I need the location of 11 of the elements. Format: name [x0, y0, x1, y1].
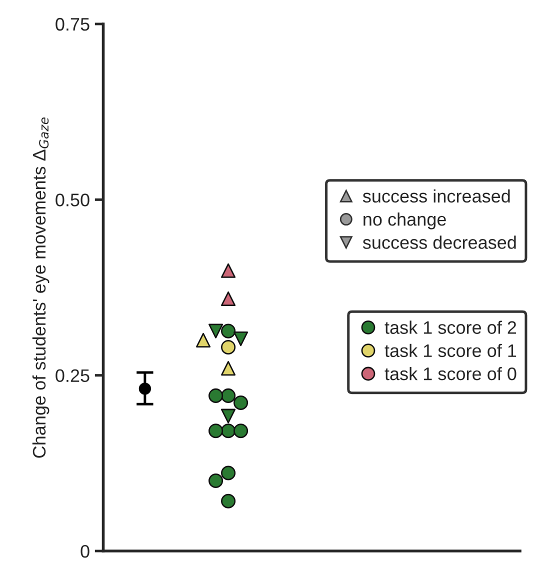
- legend-label: task 1 score of 1: [384, 344, 516, 358]
- legend-label: success increased: [362, 189, 510, 203]
- y-tick-label: 0.25: [56, 369, 90, 382]
- y-tick-label: 0.50: [56, 194, 90, 206]
- legend-label: success decreased: [362, 236, 516, 249]
- legend-label: task 1 score of 0: [384, 366, 516, 380]
- y-axis-title: Change of students' eye movements Δ$_{Gaze}$: [32, 118, 50, 458]
- legend-label: no change: [364, 212, 446, 230]
- y-tick-label: 0: [80, 544, 90, 558]
- y-tick-label: 0.75: [56, 18, 90, 31]
- legend-label: task 1 score of 2: [384, 320, 516, 334]
